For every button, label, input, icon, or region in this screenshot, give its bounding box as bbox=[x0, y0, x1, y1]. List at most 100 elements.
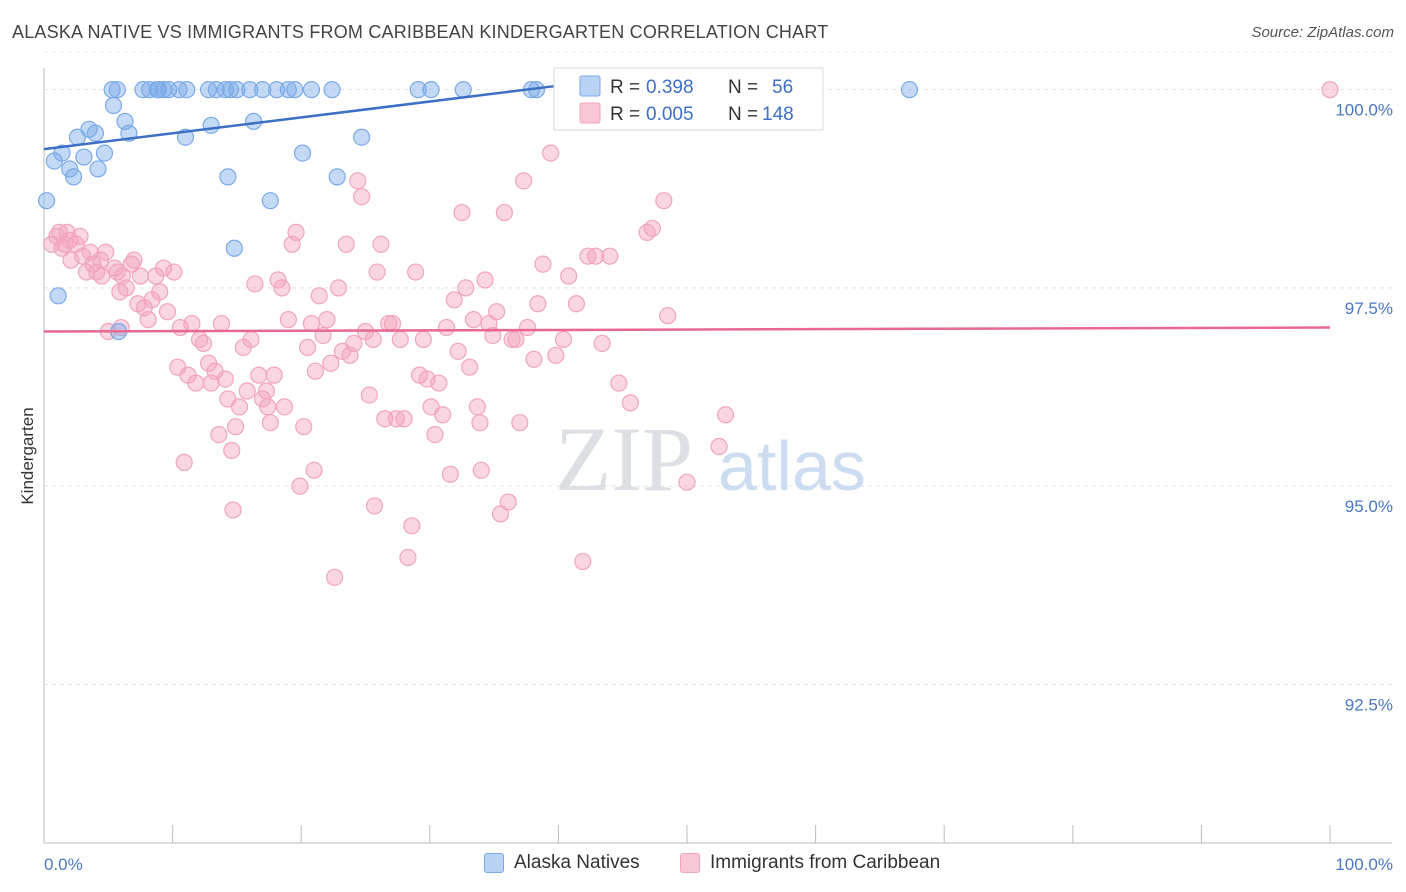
alaska-point-32 bbox=[228, 81, 246, 99]
alaska-point-43 bbox=[328, 168, 346, 186]
alaska-point-39 bbox=[286, 81, 304, 99]
caribbean-point-129 bbox=[529, 295, 547, 313]
alaska-point-47 bbox=[454, 81, 472, 99]
caribbean-point-60 bbox=[261, 414, 279, 432]
y-tick-label-2: 95.0% bbox=[1345, 497, 1393, 516]
alaska-point-10 bbox=[95, 144, 114, 162]
caribbean-point-153 bbox=[259, 398, 277, 416]
caribbean-point-103 bbox=[426, 426, 444, 444]
alaska-point-6 bbox=[75, 148, 93, 166]
legend-label-caribbean: Immigrants from Caribbean bbox=[710, 852, 941, 873]
caribbean-point-76 bbox=[322, 354, 340, 372]
caribbean-point-31 bbox=[151, 283, 169, 301]
watermark: ZIP atlas bbox=[555, 408, 866, 510]
alaska-point-38 bbox=[279, 81, 297, 99]
caribbean-point-157 bbox=[1321, 81, 1339, 99]
caribbean-point-98 bbox=[407, 263, 425, 281]
caribbean-point-138 bbox=[587, 247, 605, 265]
x-tick-label-0: 0.0% bbox=[44, 855, 83, 874]
alaska-point-27 bbox=[202, 116, 220, 134]
watermark-zip: ZIP bbox=[555, 408, 693, 510]
caribbean-point-55 bbox=[242, 330, 260, 349]
alaska-point-9 bbox=[89, 160, 107, 178]
caribbean-point-134 bbox=[560, 267, 578, 285]
caribbean-point-33 bbox=[158, 303, 177, 321]
caribbean-point-122 bbox=[499, 493, 517, 511]
caribbean-point-125 bbox=[511, 414, 529, 432]
caribbean-point-95 bbox=[395, 410, 413, 428]
caribbean-point-96 bbox=[399, 548, 417, 567]
caribbean-point-37 bbox=[175, 453, 193, 471]
blue-r-value: 0.398 bbox=[646, 77, 694, 98]
alaska-point-12 bbox=[104, 96, 123, 115]
caribbean-point-69 bbox=[295, 418, 313, 436]
caribbean-point-116 bbox=[476, 271, 494, 289]
alaska-point-26 bbox=[207, 81, 225, 99]
caribbean-point-148 bbox=[710, 437, 728, 456]
caribbean-point-133 bbox=[554, 330, 573, 349]
caribbean-point-86 bbox=[360, 386, 378, 404]
caribbean-point-108 bbox=[445, 291, 463, 309]
caribbean-point-139 bbox=[593, 334, 611, 353]
caribbean-point-156 bbox=[471, 414, 489, 432]
series-legend: Alaska Natives Immigrants from Caribbean bbox=[0, 852, 1406, 878]
caribbean-point-107 bbox=[441, 465, 459, 483]
caribbean-point-24 bbox=[125, 251, 143, 269]
caribbean-point-150 bbox=[53, 239, 71, 257]
caribbean-point-40 bbox=[187, 374, 205, 392]
legend-item-alaska-natives: Alaska Natives bbox=[484, 852, 640, 874]
blue-n-value: 56 bbox=[772, 77, 793, 98]
alaska-point-54 bbox=[49, 287, 67, 305]
caribbean-point-62 bbox=[269, 271, 287, 289]
caribbean-point-63 bbox=[273, 279, 291, 297]
y-tick-label-0: 100.0% bbox=[1335, 101, 1393, 120]
caribbean-point-136 bbox=[574, 552, 592, 571]
caribbean-point-120 bbox=[491, 505, 510, 523]
alaska-point-3 bbox=[61, 160, 79, 178]
x-tick-label-1: 100.0% bbox=[1335, 855, 1393, 874]
caribbean-point-48 bbox=[216, 370, 234, 388]
caribbean-trend-line bbox=[43, 326, 1331, 333]
caribbean-point-64 bbox=[275, 398, 294, 416]
caribbean-point-114 bbox=[468, 398, 486, 416]
alaska-point-46 bbox=[422, 81, 440, 99]
caribbean-point-78 bbox=[329, 279, 348, 297]
alaska-point-4 bbox=[64, 168, 83, 186]
caribbean-point-123 bbox=[503, 330, 521, 349]
caribbean-point-121 bbox=[495, 203, 513, 222]
legend-label-alaska-natives: Alaska Natives bbox=[514, 852, 640, 873]
alaska-point-29 bbox=[221, 81, 240, 99]
caribbean-point-34 bbox=[165, 263, 183, 281]
caribbean-point-146 bbox=[659, 307, 677, 325]
caribbean-point-67 bbox=[287, 223, 305, 241]
caribbean-point-155 bbox=[365, 497, 384, 515]
caribbean-point-145 bbox=[655, 192, 673, 210]
caribbean-point-42 bbox=[194, 334, 213, 353]
caribbean-point-124 bbox=[507, 330, 525, 349]
caribbean-point-110 bbox=[453, 203, 471, 222]
caribbean-point-26 bbox=[131, 267, 150, 285]
caribbean-point-12 bbox=[84, 255, 102, 273]
caribbean-point-80 bbox=[337, 235, 355, 253]
caribbean-point-118 bbox=[484, 326, 502, 345]
caribbean-point-115 bbox=[472, 461, 490, 479]
pink-r-label: R = bbox=[610, 104, 640, 125]
caribbean-point-46 bbox=[210, 426, 228, 444]
caribbean-point-16 bbox=[97, 243, 115, 261]
caribbean-point-131 bbox=[542, 144, 560, 162]
pink-r-value: 0.005 bbox=[646, 104, 694, 125]
alaska-point-23 bbox=[178, 81, 196, 99]
caribbean-point-8 bbox=[71, 227, 89, 245]
caribbean-point-57 bbox=[250, 366, 268, 384]
x-tick-labels: 0.0% 100.0% bbox=[44, 855, 1393, 874]
alaska-point-2 bbox=[53, 144, 71, 162]
caribbean-point-89 bbox=[372, 235, 390, 253]
caribbean-point-71 bbox=[302, 314, 321, 333]
caribbean-point-22 bbox=[117, 279, 135, 297]
caribbean-point-111 bbox=[457, 279, 475, 297]
caribbean-point-83 bbox=[349, 172, 367, 190]
alaska-point-44 bbox=[353, 128, 371, 146]
caribbean-point-51 bbox=[227, 418, 245, 436]
source-label: Source: ZipAtlas.com bbox=[1251, 24, 1394, 41]
caribbean-point-112 bbox=[461, 358, 479, 376]
